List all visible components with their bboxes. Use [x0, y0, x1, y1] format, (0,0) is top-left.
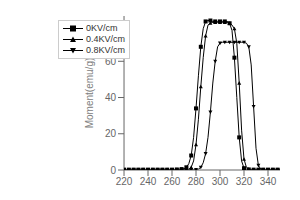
svg-text:220: 220 — [116, 176, 133, 187]
svg-text:20: 20 — [105, 128, 117, 139]
svg-text:40: 40 — [105, 92, 117, 103]
svg-text:300: 300 — [212, 176, 229, 187]
svg-text:320: 320 — [236, 176, 253, 187]
svg-text:260: 260 — [164, 176, 181, 187]
svg-text:60: 60 — [105, 56, 117, 67]
svg-text:340: 340 — [260, 176, 277, 187]
svg-text:Moment(emu/g): Moment(emu/g) — [84, 58, 95, 129]
svg-text:280: 280 — [188, 176, 205, 187]
svg-text:0: 0 — [110, 165, 116, 176]
svg-text:80: 80 — [105, 20, 117, 31]
svg-text:240: 240 — [140, 176, 157, 187]
